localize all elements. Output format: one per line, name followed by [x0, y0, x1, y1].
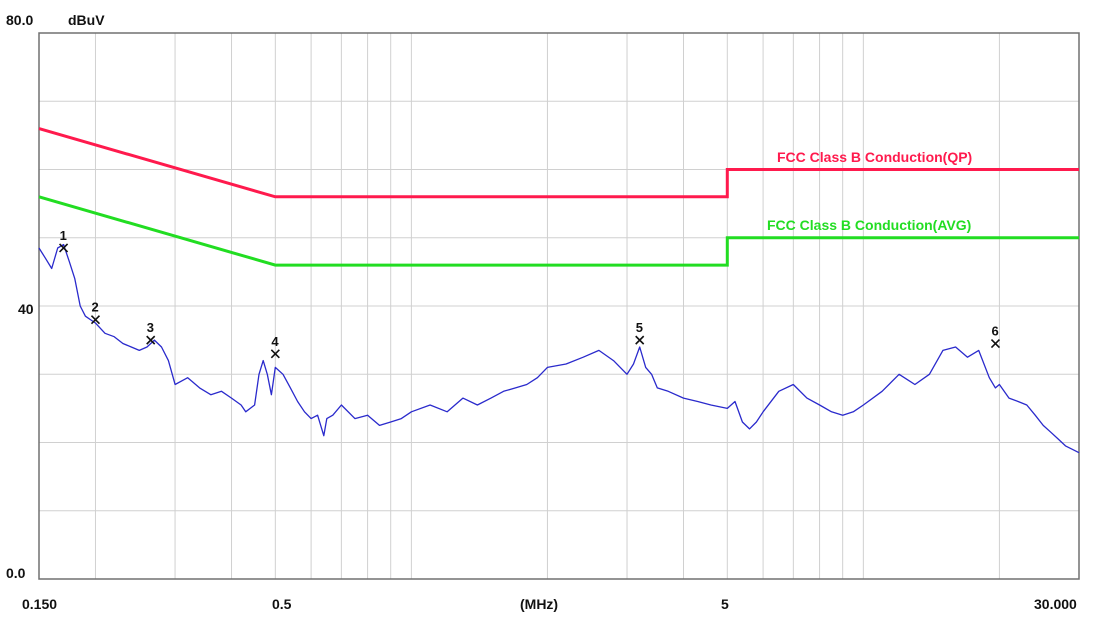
marker-cross	[90, 315, 101, 325]
limit-lines	[38, 127, 1079, 267]
grid	[39, 33, 1079, 579]
marker-cross	[59, 243, 69, 253]
x-tick-label: 30.000	[1034, 596, 1077, 612]
qp-limit-line	[38, 127, 1079, 199]
marker-3: 3	[146, 320, 156, 345]
plot-frame	[38, 32, 1080, 580]
marker-cross	[635, 335, 645, 345]
x-tick-label: 0.150	[22, 596, 57, 612]
y-unit-label: dBuV	[68, 12, 105, 28]
y-top-label: 80.0	[6, 12, 33, 28]
marker-label: 5	[636, 320, 643, 335]
trace	[38, 243, 1080, 454]
measurement-trace	[38, 243, 1080, 454]
legend-avg: FCC Class B Conduction(AVG)	[767, 217, 971, 233]
x-tick-label: 5	[721, 596, 729, 612]
y-mid-label: 40	[18, 301, 34, 317]
y-bottom-label: 0.0	[6, 565, 26, 581]
marker-4: 4	[270, 334, 280, 359]
legend-qp: FCC Class B Conduction(QP)	[777, 149, 972, 165]
marker-cross	[146, 335, 156, 345]
marker-6: 6	[990, 324, 1001, 349]
x-tick-label: 0.5	[272, 596, 292, 612]
x-unit-label: (MHz)	[520, 596, 558, 612]
marker-label: 2	[91, 300, 98, 315]
marker-label: 3	[147, 320, 154, 335]
marker-label: 6	[991, 324, 998, 339]
marker-2: 2	[90, 300, 101, 325]
marker-cross	[990, 338, 1001, 349]
markers: 1 2 3 4 5 6	[59, 228, 1001, 359]
marker-cross	[270, 349, 280, 359]
marker-label: 1	[60, 228, 67, 243]
marker-label: 4	[271, 334, 279, 349]
avg-limit-line	[38, 195, 1079, 267]
marker-5: 5	[635, 320, 645, 345]
marker-1: 1	[59, 228, 69, 253]
